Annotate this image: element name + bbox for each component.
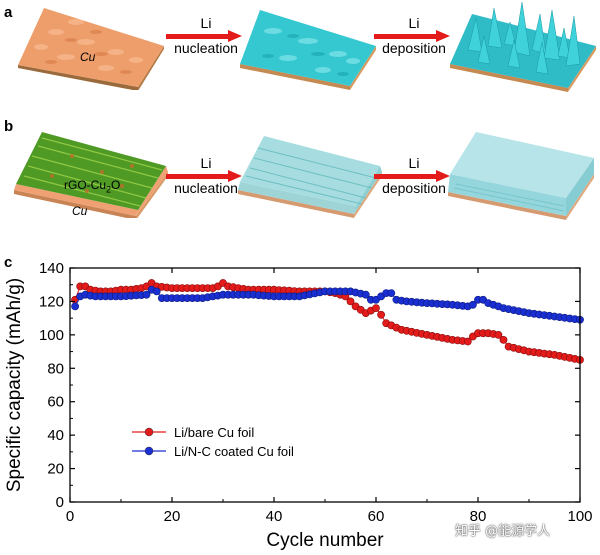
x-tick-label: 0 [66,508,74,525]
data-point [71,302,79,311]
legend-label: Li/bare Cu foil [174,425,254,440]
panel-b-li-uniform-layer [448,132,594,220]
y-tick-label: 140 [39,260,64,277]
right-arrow-icon [374,30,454,42]
x-tick-label: 100 [567,508,592,525]
watermark: 知乎 @能源学人 [455,524,551,539]
panel-a-cu-label: Cu [80,50,96,64]
panel-a-deposition-arrow: Li deposition [374,16,454,56]
data-point [468,300,477,309]
data-point [494,330,503,339]
y-tick-label: 40 [47,427,64,444]
data-point [387,289,396,297]
y-tick-label: 100 [39,327,64,344]
panel-b-nucleation-arrow: Li nucleation [166,156,246,196]
coating-label-tail: O [111,178,121,192]
legend-label: Li/N-C coated Cu foil [174,444,294,459]
panel-a-li-dendrite-layer [450,1,596,92]
panel-a-cu-substrate [18,8,164,90]
y-tick-label: 120 [39,293,64,310]
right-arrow-icon [166,170,246,182]
panel-b-deposition-arrow: Li deposition [374,156,454,196]
y-axis-label: Specific capacity (mAh/g) [4,278,25,492]
right-arrow-icon [166,30,246,42]
coating-label-text: rGO-Cu [64,178,106,192]
x-tick-label: 80 [470,508,487,525]
panel-b-cu-label: Cu [72,204,88,218]
panel-b-rgo-cu2o-coating [14,132,168,218]
x-axis-label: Cycle number [266,530,384,551]
series-nc-coated [71,285,584,324]
coating-label-subscript: 2 [106,184,112,195]
arrow-label-nucleation: nucleation [174,40,238,56]
arrow-label-deposition: deposition [382,40,446,56]
data-point [463,337,472,346]
panel-b-li-nucleation-layer [238,136,382,218]
data-point [152,287,161,296]
panel-a-nucleation-arrow: Li nucleation [166,16,246,56]
right-arrow-icon [374,170,454,182]
data-point [372,304,380,312]
panel-a-li-nucleation-layer [240,10,376,90]
data-point [377,310,385,319]
x-tick-label: 60 [368,508,385,525]
arrow-label-li: Li [408,155,420,171]
panel-a-letter: a [4,4,13,21]
y-tick-label: 20 [47,461,64,478]
data-point [499,335,508,344]
y-tick-label: 0 [56,494,64,511]
arrow-label-li: Li [200,15,212,31]
arrow-label-nucleation: nucleation [174,180,238,196]
data-point [346,297,355,306]
panel-b-coating-label: rGO-Cu2O [64,178,120,194]
x-tick-label: 20 [164,508,181,525]
data-point [361,290,370,299]
y-tick-label: 60 [47,394,64,411]
cycling-capacity-chart: 0 20 40 60 80 100 0 20 40 60 80 100 120 140 Cycle numb… [4,260,593,551]
legend-marker [144,427,154,437]
arrow-label-li: Li [200,155,212,171]
y-tick-label: 80 [47,360,64,377]
data-point [142,290,151,299]
panel-c-letter: c [4,254,13,271]
x-tick-label: 40 [266,508,283,525]
plot-frame [69,267,581,503]
legend-marker [144,446,154,456]
panel-b-letter: b [4,118,14,135]
arrow-label-li: Li [408,15,420,31]
arrow-label-deposition: deposition [382,180,446,196]
